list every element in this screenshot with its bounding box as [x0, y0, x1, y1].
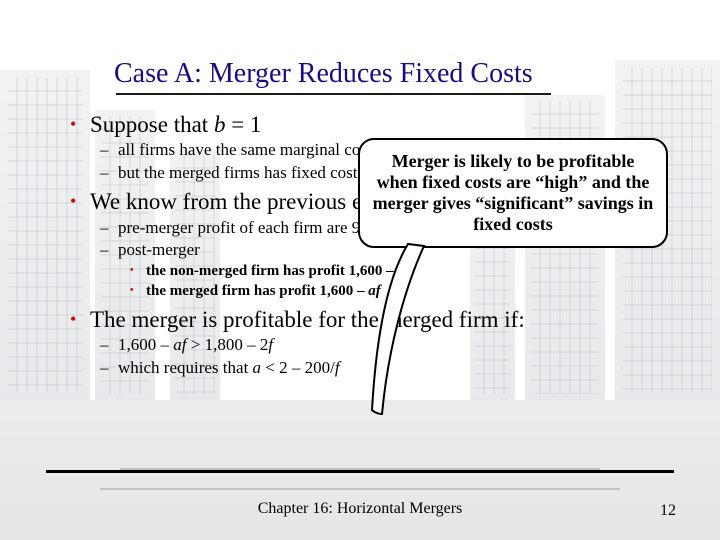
dash-icon: –: [100, 218, 118, 238]
b3s1-c: > 1,800 – 2: [186, 335, 268, 354]
callout-text: Merger is likely to be profitable when f…: [372, 151, 654, 235]
b3s1-b: af: [173, 335, 186, 354]
bullet-1-ital: b: [214, 112, 226, 137]
callout-container: Merger is likely to be profitable when f…: [358, 138, 668, 248]
bullet-2-sub-2-text: post-merger: [118, 240, 200, 259]
square-bullet-icon: •: [130, 285, 146, 298]
bullet-2-sub-1-text: pre-merger profit of each firm are 900 –: [118, 218, 394, 237]
callout-box: Merger is likely to be profitable when f…: [358, 138, 668, 248]
bullet-dot-icon: •: [70, 309, 90, 330]
content-area: Case A: Merger Reduces Fixed Costs •Supp…: [0, 0, 720, 540]
bullet-1-sub-1-text: all firms have the same marginal costs: [118, 140, 378, 159]
dash-icon: –: [100, 163, 118, 183]
slide-title: Case A: Merger Reduces Fixed Costs: [114, 58, 533, 90]
title-underline: [116, 93, 551, 95]
bullet-2-sub-2b-text: the merged firm has profit 1,600 –: [146, 283, 368, 299]
footer-text: Chapter 16: Horizontal Mergers: [0, 500, 720, 518]
bullet-1-text-a: Suppose that: [90, 112, 214, 137]
b3s2-d: f: [335, 358, 340, 377]
dash-icon: –: [100, 358, 118, 378]
b3s2-c: < 2 – 200/: [261, 358, 335, 377]
bullet-3: •The merger is profitable for the merged…: [70, 307, 660, 333]
slide: Case A: Merger Reduces Fixed Costs •Supp…: [0, 0, 720, 540]
square-bullet-icon: •: [130, 265, 146, 278]
bullet-1-text-b: = 1: [225, 112, 261, 137]
b3s1-a: 1,600 –: [118, 335, 173, 354]
dash-icon: –: [100, 240, 118, 260]
b3s1-d: f: [268, 335, 273, 354]
footer-divider: [46, 470, 674, 473]
dash-icon: –: [100, 140, 118, 160]
b3s2-b: a: [253, 358, 262, 377]
page-number: 12: [660, 502, 676, 520]
bullet-dot-icon: •: [70, 191, 90, 212]
b3s2-a: which requires that: [118, 358, 253, 377]
callout-tail-icon: [366, 240, 446, 440]
dash-icon: –: [100, 335, 118, 355]
bullet-1: •Suppose that b = 1: [70, 112, 660, 138]
bullet-dot-icon: •: [70, 114, 90, 135]
bullet-2-sub-2a-text: the non-merged firm has profit 1,600 –: [146, 263, 397, 279]
bullet-1-sub-2-text: but the merged firms has fixed costs: [118, 163, 368, 182]
bullet-3-text: The merger is profitable for the merged …: [90, 307, 525, 332]
